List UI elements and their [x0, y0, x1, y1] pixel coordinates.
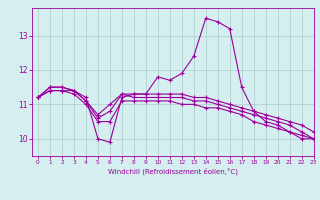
X-axis label: Windchill (Refroidissement éolien,°C): Windchill (Refroidissement éolien,°C) [108, 168, 238, 175]
